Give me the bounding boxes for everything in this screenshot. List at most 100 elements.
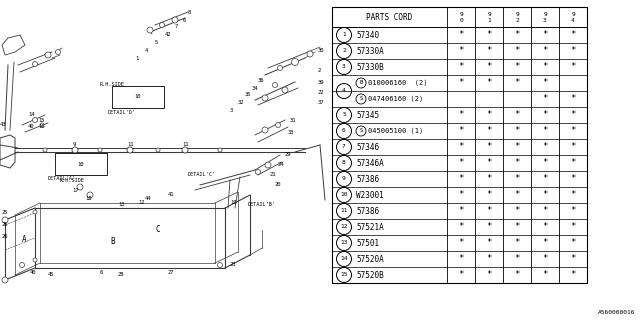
Text: *: * [515, 190, 520, 199]
Text: 12: 12 [138, 199, 145, 204]
Text: 32: 32 [238, 100, 244, 105]
Text: 1: 1 [487, 19, 491, 23]
Circle shape [87, 192, 93, 198]
Text: 34: 34 [252, 85, 259, 91]
Text: 26: 26 [2, 234, 8, 238]
Text: *: * [570, 94, 576, 103]
Text: 7: 7 [342, 145, 346, 149]
Text: *: * [542, 126, 548, 135]
Text: PARTS CORD: PARTS CORD [366, 12, 413, 21]
Text: 24: 24 [278, 163, 285, 167]
Text: 8: 8 [188, 10, 191, 14]
Circle shape [262, 127, 268, 133]
Text: *: * [486, 190, 492, 199]
Text: *: * [542, 158, 548, 167]
Text: *: * [486, 126, 492, 135]
Text: *: * [458, 158, 464, 167]
Text: 40: 40 [30, 269, 36, 275]
Text: 6: 6 [183, 18, 186, 22]
Text: 1: 1 [342, 33, 346, 37]
Text: *: * [570, 142, 576, 151]
Circle shape [2, 277, 8, 283]
Text: 2: 2 [342, 49, 346, 53]
Text: *: * [515, 222, 520, 231]
Text: 36: 36 [258, 77, 264, 83]
Text: 37: 37 [318, 100, 324, 105]
Text: 57330B: 57330B [356, 62, 384, 71]
Text: S: S [360, 129, 363, 133]
Circle shape [307, 51, 313, 57]
Text: 2: 2 [515, 19, 519, 23]
Text: 2: 2 [318, 68, 321, 73]
Text: 31: 31 [290, 117, 296, 123]
Text: 10: 10 [340, 193, 348, 197]
Text: *: * [570, 110, 576, 119]
Text: 010006160  ⟨2⟩: 010006160 ⟨2⟩ [368, 80, 428, 86]
Text: *: * [458, 126, 464, 135]
Text: *: * [515, 174, 520, 183]
Text: 9: 9 [342, 177, 346, 181]
Text: 57330A: 57330A [356, 46, 384, 55]
Text: 1: 1 [135, 55, 138, 60]
Text: 33: 33 [288, 130, 294, 134]
Text: *: * [458, 62, 464, 71]
Text: R.H.SIDE: R.H.SIDE [60, 178, 85, 182]
Text: 3: 3 [230, 108, 233, 113]
Circle shape [43, 148, 47, 152]
Text: *: * [486, 62, 492, 71]
Circle shape [273, 83, 278, 87]
Text: 20: 20 [275, 182, 282, 188]
Circle shape [218, 262, 223, 268]
Circle shape [255, 170, 260, 174]
Text: 0: 0 [459, 19, 463, 23]
Text: 35: 35 [245, 92, 252, 98]
Text: 3: 3 [342, 65, 346, 69]
Text: *: * [458, 190, 464, 199]
Text: *: * [570, 254, 576, 263]
Text: DETAIL'C': DETAIL'C' [188, 172, 216, 178]
Text: *: * [542, 78, 548, 87]
Text: *: * [570, 158, 576, 167]
Bar [332, 7, 587, 283]
Text: 57340: 57340 [356, 30, 379, 39]
Text: W23001: W23001 [356, 190, 384, 199]
Text: 57346: 57346 [356, 142, 379, 151]
Text: 9: 9 [571, 12, 575, 17]
Text: *: * [542, 222, 548, 231]
Text: *: * [486, 254, 492, 263]
Text: *: * [486, 270, 492, 279]
Text: *: * [542, 30, 548, 39]
Text: *: * [515, 142, 520, 151]
Text: 7: 7 [175, 23, 179, 28]
Text: DETAIL'A': DETAIL'A' [48, 175, 76, 180]
Text: 047406160 ⟨2⟩: 047406160 ⟨2⟩ [368, 96, 423, 102]
Text: 39: 39 [318, 79, 324, 84]
Text: 44: 44 [145, 196, 152, 201]
Text: 9: 9 [73, 141, 76, 147]
Text: 41: 41 [168, 193, 175, 197]
Circle shape [127, 147, 133, 153]
Text: 13: 13 [118, 203, 125, 207]
Circle shape [33, 258, 37, 262]
Text: 10: 10 [77, 162, 84, 166]
Text: 25: 25 [2, 210, 8, 214]
Text: *: * [542, 110, 548, 119]
Text: *: * [515, 30, 520, 39]
Text: 9: 9 [515, 12, 519, 17]
Text: 4: 4 [571, 19, 575, 23]
Text: *: * [542, 174, 548, 183]
Text: *: * [570, 174, 576, 183]
Text: *: * [542, 142, 548, 151]
Text: *: * [458, 254, 464, 263]
Text: 30: 30 [318, 47, 324, 52]
Text: 045005100 ⟨1⟩: 045005100 ⟨1⟩ [368, 128, 423, 134]
Text: 9: 9 [487, 12, 491, 17]
Circle shape [33, 210, 37, 214]
Text: 23: 23 [230, 262, 237, 268]
Circle shape [265, 162, 271, 168]
Text: 40: 40 [28, 124, 35, 130]
Text: *: * [515, 238, 520, 247]
Circle shape [72, 147, 78, 153]
Text: *: * [570, 62, 576, 71]
Text: 14: 14 [28, 113, 35, 117]
